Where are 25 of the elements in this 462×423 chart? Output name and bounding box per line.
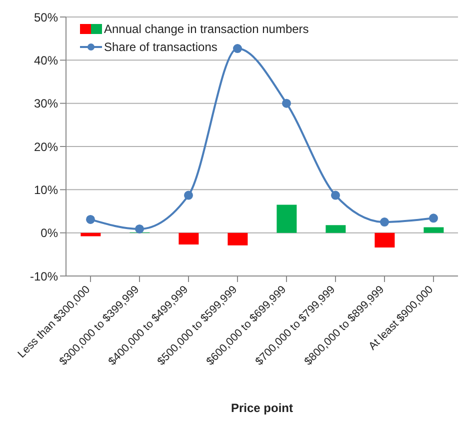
bar: [276, 204, 297, 233]
x-axis-title: Price point: [230, 401, 294, 415]
y-tick-label: 40%: [34, 53, 58, 68]
y-tick-label: 0%: [40, 226, 58, 240]
y-tick-label: 50%: [34, 10, 58, 24]
point: [135, 224, 144, 234]
bar: [80, 232, 101, 236]
point: [86, 214, 95, 224]
bar: [178, 232, 199, 244]
point: [429, 214, 438, 223]
y-tick-label: -10%: [30, 269, 58, 284]
legend-label: Annual change in transaction numbers: [104, 21, 309, 38]
point: [331, 190, 340, 200]
bar: [228, 232, 248, 246]
point: [184, 190, 193, 200]
point: [282, 98, 291, 108]
bar: [424, 227, 444, 233]
bar: [326, 225, 346, 233]
point: [380, 218, 389, 227]
point: [233, 44, 242, 54]
bar: [374, 232, 395, 248]
legend-label: Share of transactions: [104, 39, 218, 56]
y-tick-label: 20%: [34, 140, 58, 154]
y-tick-label: 10%: [34, 182, 58, 197]
y-tick-label: 30%: [34, 96, 58, 111]
